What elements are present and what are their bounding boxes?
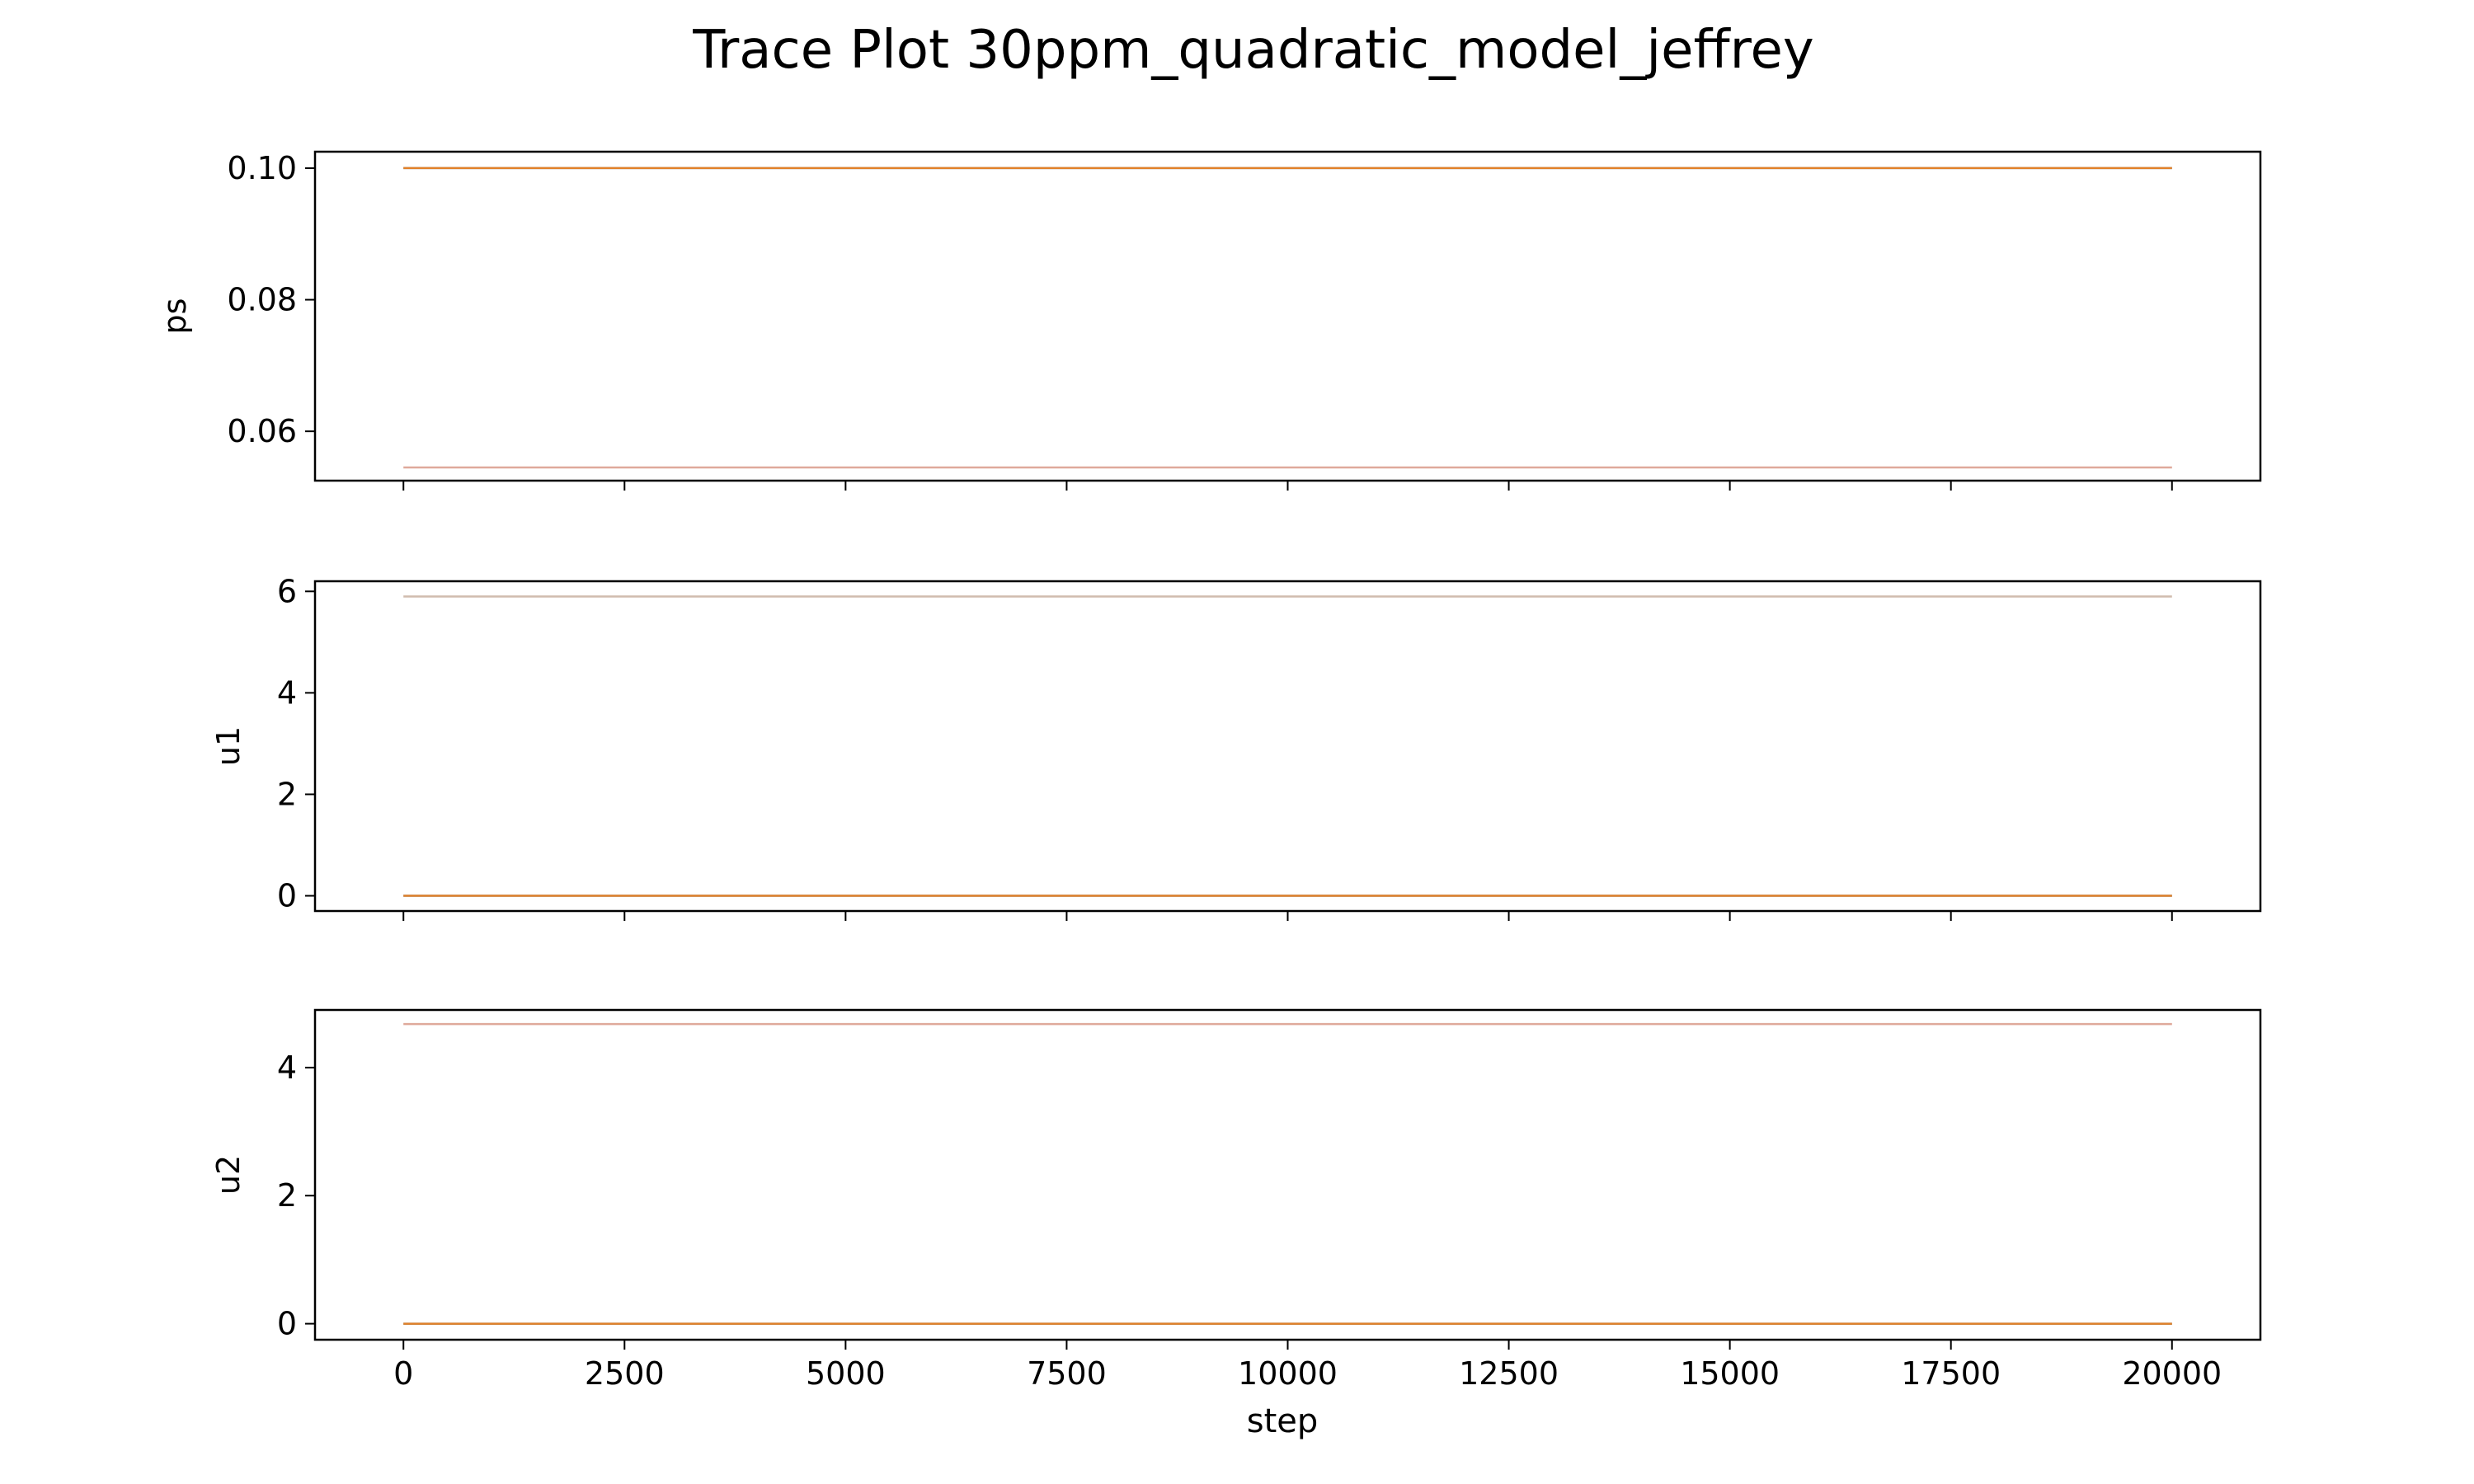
x-axis-label: step bbox=[1247, 1402, 1319, 1440]
y-tick-label-u1: 0 bbox=[277, 878, 297, 914]
figure-title: Trace Plot 30ppm_quadratic_model_jeffrey bbox=[692, 20, 1813, 81]
x-tick-label: 5000 bbox=[806, 1355, 886, 1392]
subplot-u2: 0 2 4 u2 0 2500 5000 7500 10000 12500 15000 17500 20… bbox=[210, 1008, 2262, 1392]
x-tick-label: 10000 bbox=[1238, 1355, 1338, 1392]
subplot-u1: 0 2 4 6 u1 bbox=[210, 573, 2262, 921]
subplots-group: 0.06 0.08 0.10 ps 0 2 4 6 u1 0 2 4 u2 0 2500 5000 7500 10… bbox=[157, 150, 2262, 1392]
axes-frame-u1 bbox=[313, 580, 2262, 913]
y-tick-label-ps: 0.06 bbox=[227, 413, 297, 449]
y-tick-label-ps: 0.10 bbox=[227, 150, 297, 186]
y-tick-label-u2: 0 bbox=[277, 1306, 297, 1342]
y-tick-label-u1: 4 bbox=[277, 674, 297, 711]
x-tick-label: 17500 bbox=[1901, 1355, 2001, 1392]
x-tick-label: 7500 bbox=[1027, 1355, 1107, 1392]
x-tick-label: 2500 bbox=[585, 1355, 665, 1392]
y-axis-label-u2: u2 bbox=[210, 1155, 247, 1195]
y-tick-label-u1: 2 bbox=[277, 776, 297, 812]
subplot-ps: 0.06 0.08 0.10 ps bbox=[157, 150, 2262, 491]
x-tick-label: 0 bbox=[393, 1355, 413, 1392]
y-axis-label-ps: ps bbox=[157, 298, 193, 335]
y-tick-label-u2: 2 bbox=[277, 1177, 297, 1214]
x-tick-label: 15000 bbox=[1680, 1355, 1780, 1392]
y-axis-label-u1: u1 bbox=[210, 726, 247, 766]
x-tick-label: 20000 bbox=[2122, 1355, 2222, 1392]
y-tick-label-u1: 6 bbox=[277, 573, 297, 609]
x-tick-label: 12500 bbox=[1459, 1355, 1559, 1392]
y-tick-label-u2: 4 bbox=[277, 1050, 297, 1086]
y-tick-label-ps: 0.08 bbox=[227, 282, 297, 318]
axes-frame-ps bbox=[313, 150, 2262, 482]
axes-frame-u2 bbox=[313, 1008, 2262, 1341]
